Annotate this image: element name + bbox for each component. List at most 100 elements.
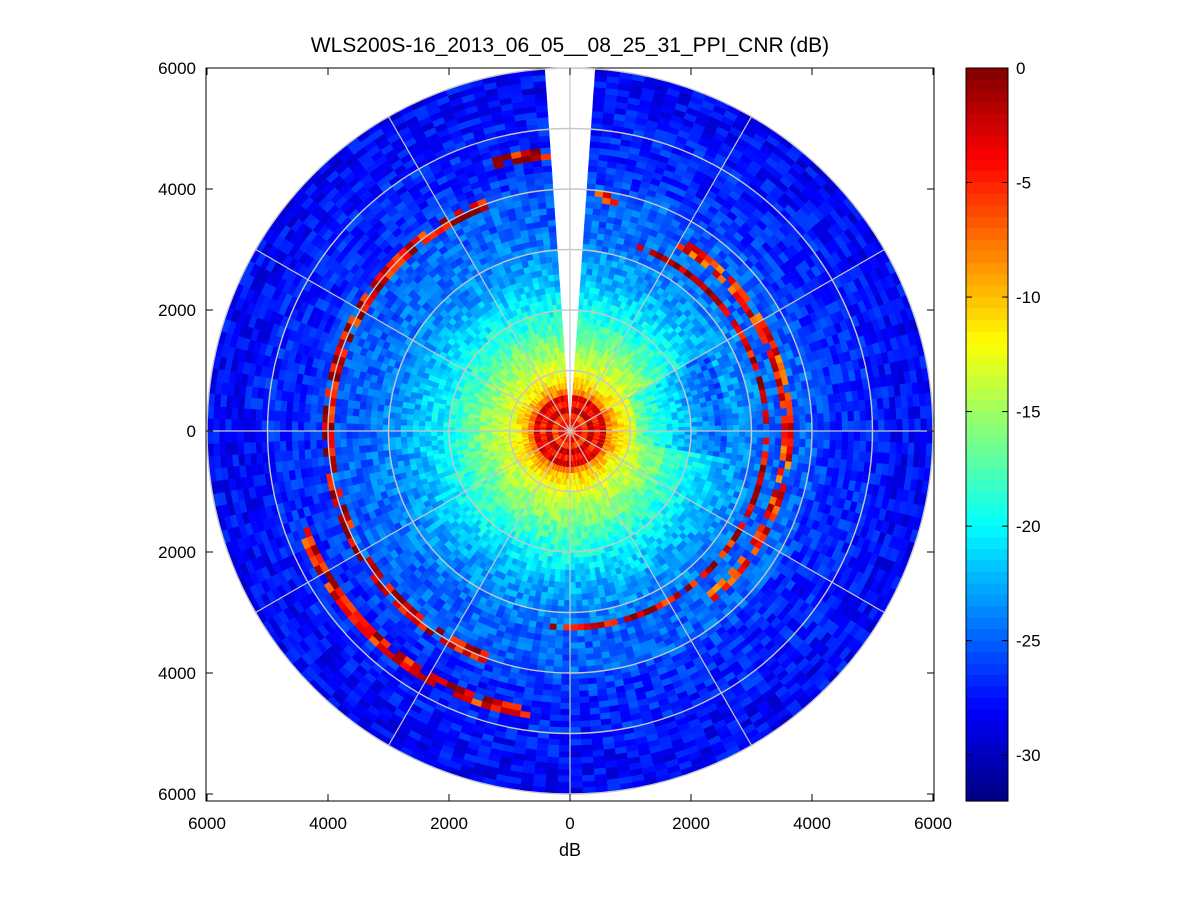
cnr-cell bbox=[787, 438, 794, 447]
cnr-cell bbox=[799, 430, 807, 440]
cnr-cell bbox=[595, 239, 604, 247]
cnr-cell bbox=[713, 409, 721, 417]
cnr-cell bbox=[708, 440, 716, 447]
cnr-cell bbox=[882, 397, 891, 410]
cnr-cell bbox=[829, 439, 837, 450]
cnr-cell bbox=[733, 430, 740, 438]
cnr-cell bbox=[696, 421, 704, 427]
cnr-cell bbox=[884, 419, 891, 432]
cnr-cell bbox=[773, 401, 781, 410]
cnr-cell bbox=[714, 440, 722, 448]
cnr-cell bbox=[884, 430, 891, 443]
cnr-cell bbox=[853, 410, 861, 422]
cnr-cell bbox=[859, 420, 867, 432]
plot-area bbox=[205, 67, 935, 802]
cnr-cell bbox=[678, 418, 685, 424]
cnr-cell bbox=[901, 442, 909, 455]
cnr-cell bbox=[780, 415, 788, 424]
cnr-cell bbox=[592, 98, 606, 107]
cnr-cell bbox=[584, 207, 594, 215]
cnr-cell bbox=[726, 413, 734, 421]
cnr-cell bbox=[591, 220, 600, 228]
cnr-cell bbox=[894, 453, 903, 467]
cnr-cell bbox=[793, 438, 801, 448]
cnr-cell bbox=[684, 430, 692, 436]
cnr-cell bbox=[591, 110, 604, 119]
cnr-cell bbox=[811, 430, 819, 440]
cnr-cell bbox=[702, 416, 710, 422]
cnr-cell bbox=[726, 425, 734, 432]
cnr-cell bbox=[846, 401, 854, 412]
cnr-cell bbox=[707, 410, 715, 417]
cnr-cell bbox=[590, 226, 599, 234]
cnr-cell bbox=[745, 424, 752, 432]
cnr-cell bbox=[883, 408, 891, 421]
cnr-cell bbox=[738, 436, 746, 444]
cnr-cell bbox=[768, 444, 776, 453]
cnr-cell bbox=[779, 400, 787, 410]
cnr-cell bbox=[882, 452, 891, 465]
cnr-cell bbox=[853, 430, 861, 442]
cnr-cell bbox=[579, 279, 587, 287]
cnr-cell bbox=[581, 261, 588, 269]
cnr-cell bbox=[726, 430, 734, 437]
cnr-cell bbox=[797, 454, 805, 465]
cnr-cell bbox=[817, 421, 825, 432]
cnr-cell bbox=[584, 219, 593, 227]
cnr-cell bbox=[877, 441, 885, 454]
cnr-cell bbox=[829, 412, 837, 423]
cnr-cell bbox=[768, 437, 776, 446]
cnr-cell bbox=[846, 450, 854, 461]
cnr-cell bbox=[726, 419, 734, 426]
cnr-cell bbox=[756, 437, 764, 445]
cnr-cell bbox=[817, 439, 825, 449]
cnr-cell bbox=[592, 104, 605, 113]
cnr-cell bbox=[834, 449, 842, 460]
cnr-cell bbox=[877, 408, 885, 421]
cnr-cell bbox=[678, 434, 686, 440]
cnr-cell bbox=[708, 435, 716, 442]
cnr-cell bbox=[714, 425, 722, 432]
cnr-cell bbox=[732, 413, 740, 420]
cnr-cell bbox=[666, 419, 673, 425]
cnr-cell bbox=[630, 426, 637, 430]
cnr-cell bbox=[684, 426, 692, 432]
cnr-cell bbox=[593, 202, 603, 210]
cnr-cell bbox=[690, 421, 698, 428]
cnr-cell bbox=[895, 442, 903, 455]
cnr-cell bbox=[756, 410, 764, 419]
cnr-cell bbox=[585, 195, 595, 203]
cnr-cell bbox=[762, 409, 770, 418]
cnr-cell bbox=[858, 451, 866, 463]
cnr-cell bbox=[708, 415, 716, 422]
cnr-cell bbox=[859, 410, 867, 422]
cnr-cell bbox=[883, 441, 891, 454]
cnr-cell bbox=[725, 408, 733, 415]
cnr-cell bbox=[828, 402, 836, 414]
cnr-cell bbox=[666, 434, 674, 439]
cnr-cell bbox=[696, 439, 704, 446]
cnr-cell bbox=[787, 430, 795, 440]
cnr-cell bbox=[926, 430, 934, 444]
cnr-cell bbox=[775, 430, 783, 439]
cnr-cell bbox=[799, 438, 807, 448]
cnr-cell bbox=[586, 262, 594, 270]
cnr-cell bbox=[751, 430, 758, 438]
cnr-polar-heatmap bbox=[206, 68, 934, 795]
cnr-cell bbox=[720, 441, 728, 448]
cnr-cell bbox=[780, 407, 788, 417]
cnr-cell bbox=[731, 407, 739, 415]
cnr-cell bbox=[840, 401, 848, 413]
cnr-cell bbox=[731, 447, 739, 455]
cnr-cell bbox=[720, 425, 728, 432]
cnr-cell bbox=[720, 419, 728, 426]
cnr-cell bbox=[926, 418, 934, 432]
cnr-cell bbox=[895, 407, 903, 420]
cnr-cell bbox=[878, 419, 885, 432]
cnr-cell bbox=[585, 201, 595, 209]
cnr-cell bbox=[738, 442, 746, 450]
cnr-cell bbox=[841, 411, 849, 422]
cnr-cell bbox=[714, 420, 722, 427]
cnr-cell bbox=[817, 430, 825, 441]
cnr-cell bbox=[779, 452, 787, 462]
